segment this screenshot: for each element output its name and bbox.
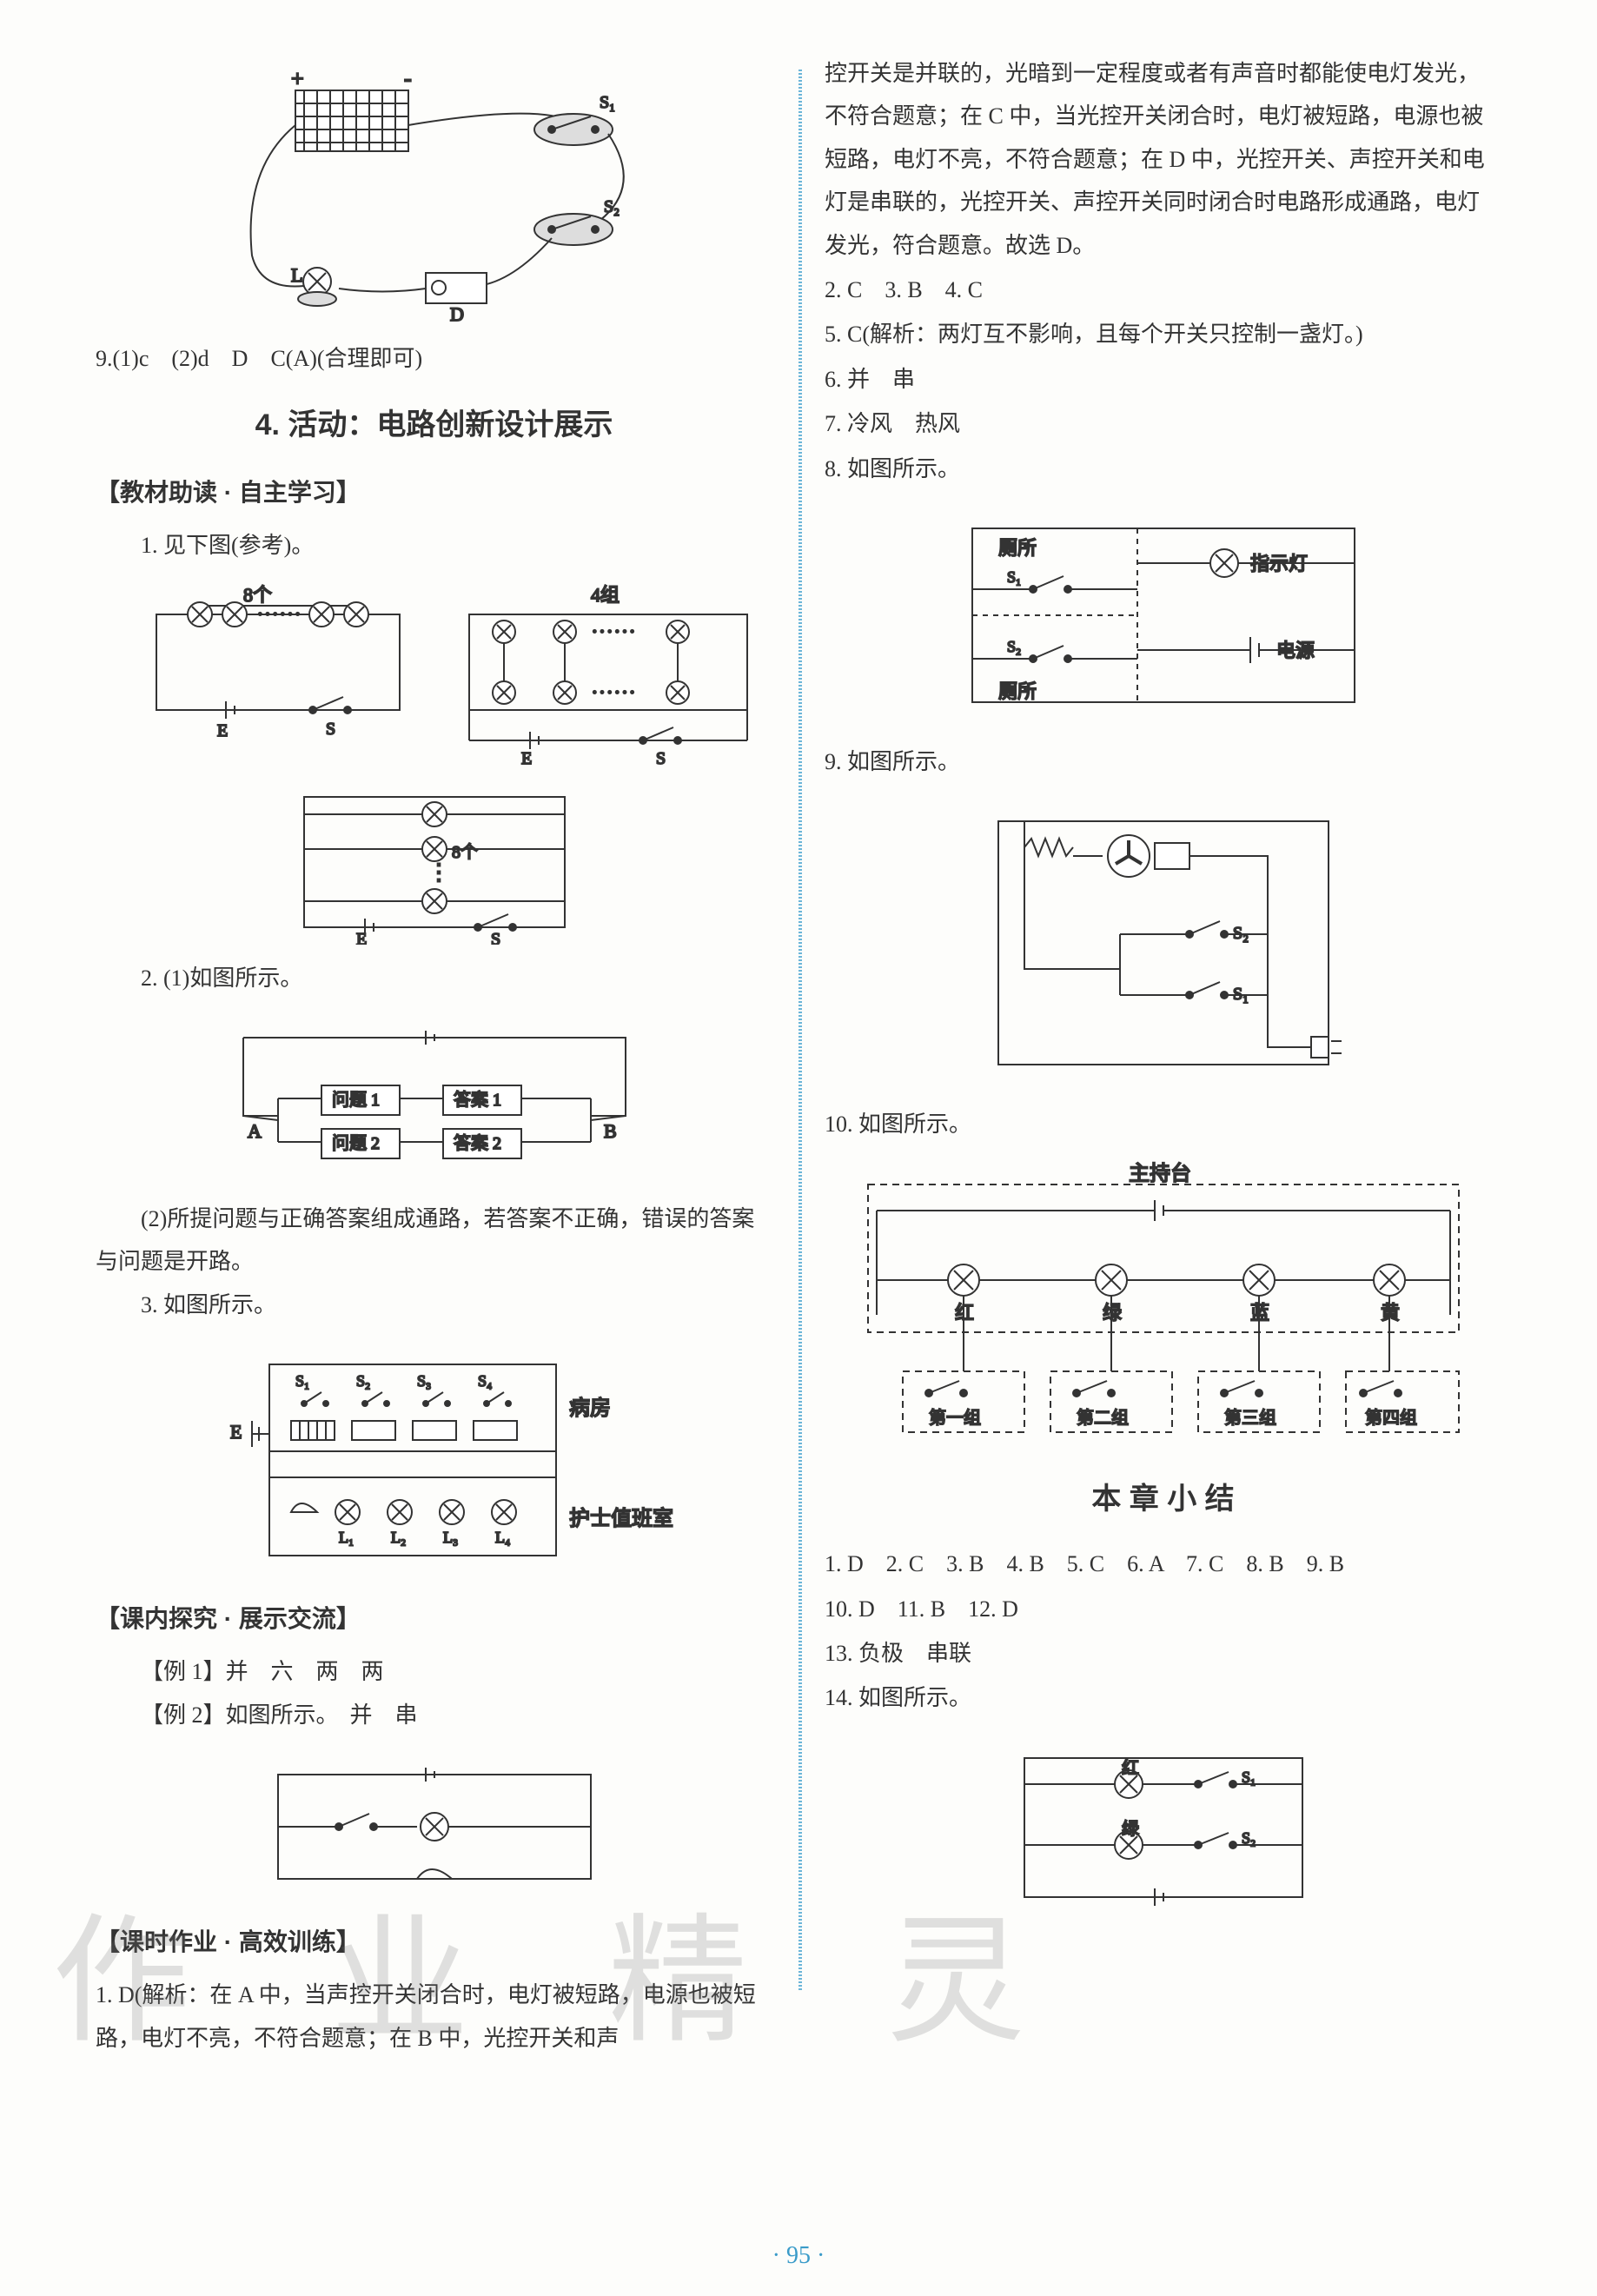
answer-7: 7. 冷风 热风 <box>825 402 1501 445</box>
svg-text:蓝: 蓝 <box>1250 1302 1269 1324</box>
svg-text:S₁: S₁ <box>1007 568 1021 586</box>
answer-9r: 9. 如图所示。 <box>825 740 1501 783</box>
continuation-text: 控开关是并联的，光暗到一定程度或者有声音时都能使电灯发光，不符合题意；在 C 中… <box>825 52 1501 267</box>
homework-1: 1. D(解析：在 A 中，当声控开关闭合时，电灯被短路，电源也被短路，电灯不亮… <box>96 1974 772 2060</box>
diagram-qa-circuit: 问题 1 答案 1 问题 2 答案 2 A B <box>165 1012 704 1185</box>
item-2: 2. (1)如图所示。 <box>96 957 772 999</box>
svg-text:S₄: S₄ <box>478 1372 492 1390</box>
ch-answer-14: 14. 如图所示。 <box>825 1676 1501 1719</box>
svg-text:S: S <box>656 749 666 768</box>
column-divider <box>798 70 802 1990</box>
answer-9: 9.(1)c (2)d D C(A)(合理即可) <box>96 337 772 380</box>
page-number: · 95 · <box>0 2242 1597 2270</box>
svg-text:······: ······ <box>591 619 636 644</box>
svg-text:第一组: 第一组 <box>929 1408 981 1428</box>
svg-text:答案 2: 答案 2 <box>454 1133 501 1153</box>
svg-text:L: L <box>291 264 302 286</box>
ch-answer-13: 13. 负极 串联 <box>825 1632 1501 1675</box>
diagram-example2 <box>209 1749 660 1905</box>
svg-text:⋮: ⋮ <box>427 859 450 885</box>
answer-6: 6. 并 串 <box>825 358 1501 401</box>
svg-text:S₁: S₁ <box>295 1372 309 1390</box>
svg-text:S₁: S₁ <box>600 93 615 112</box>
diagram-toilet-indicator: 厕所 S₁ 厕所 S₂ 指示灯 电源 <box>920 502 1407 728</box>
svg-text:S: S <box>491 930 500 945</box>
answer-5: 5. C(解析：两灯互不影响，且每个开关只控制一盏灯。) <box>825 313 1501 355</box>
example-2: 【例 2】如图所示。 并 串 <box>96 1694 772 1736</box>
svg-text:S: S <box>326 720 335 739</box>
answer-10: 10. 如图所示。 <box>825 1103 1501 1145</box>
svg-text:S₂: S₂ <box>356 1372 370 1390</box>
diagram-quiz-groups: 主持台 红 绿 蓝 黄 <box>825 1158 1502 1454</box>
answer-8: 8. 如图所示。 <box>825 448 1501 490</box>
item-2b: (2)所提问题与正确答案组成通路，若答案不正确，错误的答案与问题是开路。 <box>96 1198 772 1284</box>
chapter-summary-title: 本 章 小 结 <box>825 1471 1501 1528</box>
svg-text:S₃: S₃ <box>417 1372 431 1390</box>
svg-text:E: E <box>356 930 367 945</box>
svg-text:主持台: 主持台 <box>1129 1162 1191 1185</box>
svg-text:A: A <box>248 1120 262 1142</box>
svg-text:-: - <box>404 66 412 91</box>
svg-text:4组: 4组 <box>591 584 620 606</box>
svg-text:答案 1: 答案 1 <box>454 1090 501 1110</box>
svg-text:第二组: 第二组 <box>1077 1408 1129 1428</box>
svg-text:黄: 黄 <box>1381 1302 1400 1324</box>
svg-text:E: E <box>217 721 228 740</box>
svg-text:病房: 病房 <box>569 1397 611 1420</box>
svg-text:+: + <box>291 66 304 91</box>
left-column: + - S₁ S₂ D <box>70 52 798 2060</box>
svg-text:S₂: S₂ <box>1007 638 1021 655</box>
svg-text:红: 红 <box>1122 1758 1139 1778</box>
item-1: 1. 见下图(参考)。 <box>96 524 772 567</box>
svg-text:D: D <box>450 303 464 325</box>
svg-text:······: ······ <box>591 680 636 705</box>
ch-answers-1-9: 1. D 2. C 3. B 4. B 5. C 6. A 7. C 8. B … <box>825 1543 1501 1585</box>
header-homework: 【课时作业 · 高效训练】 <box>96 1919 772 1965</box>
svg-text:绿: 绿 <box>1122 1819 1139 1839</box>
svg-text:厕所: 厕所 <box>998 537 1037 559</box>
svg-text:L₂: L₂ <box>391 1529 406 1546</box>
page-container: + - S₁ S₂ D <box>0 0 1597 2094</box>
ch-answers-10-12: 10. D 11. B 12. D <box>825 1588 1501 1630</box>
svg-text:绿: 绿 <box>1103 1302 1122 1324</box>
example-1: 【例 1】并 六 两 两 <box>96 1650 772 1693</box>
svg-text:红: 红 <box>955 1302 974 1324</box>
svg-text:问题 2: 问题 2 <box>332 1133 380 1153</box>
svg-text:B: B <box>604 1120 617 1142</box>
svg-text:E: E <box>521 749 532 768</box>
svg-text:第三组: 第三组 <box>1224 1408 1276 1428</box>
section-title-4: 4. 活动：电路创新设计展示 <box>96 397 772 454</box>
diagram-hospital-circuit: 病房 S₁ S₂ S₃ S₄ E <box>156 1338 712 1582</box>
svg-text:护士值班室: 护士值班室 <box>569 1507 673 1530</box>
svg-text:L₃: L₃ <box>443 1529 458 1546</box>
diagram-fan-heater: S₂ S₁ <box>946 795 1381 1091</box>
svg-text:E: E <box>230 1421 242 1443</box>
svg-text:问题 1: 问题 1 <box>332 1090 380 1110</box>
svg-text:L₄: L₄ <box>495 1529 510 1546</box>
svg-text:厕所: 厕所 <box>998 680 1037 702</box>
svg-text:8个: 8个 <box>452 842 478 862</box>
header-class: 【课内探究 · 展示交流】 <box>96 1596 772 1642</box>
right-column: 控开关是并联的，光暗到一定程度或者有声音时都能使电灯发光，不符合题意；在 C 中… <box>798 52 1527 2060</box>
answers-2-4: 2. C 3. B 4. C <box>825 269 1501 311</box>
item-3: 3. 如图所示。 <box>96 1284 772 1326</box>
svg-text:S₂: S₂ <box>604 197 620 216</box>
svg-text:······: ······ <box>256 601 302 627</box>
diagram-circuit-variants: 8个 ······ E S 4组 ······ <box>104 580 765 945</box>
diagram-red-green: 红 S₁ 绿 S₂ <box>972 1732 1355 1923</box>
svg-text:L₁: L₁ <box>339 1529 354 1546</box>
diagram-battery-circuit: + - S₁ S₂ D <box>209 64 660 325</box>
svg-text:第四组: 第四组 <box>1365 1408 1417 1428</box>
header-textbook: 【教材助读 · 自主学习】 <box>96 469 772 515</box>
